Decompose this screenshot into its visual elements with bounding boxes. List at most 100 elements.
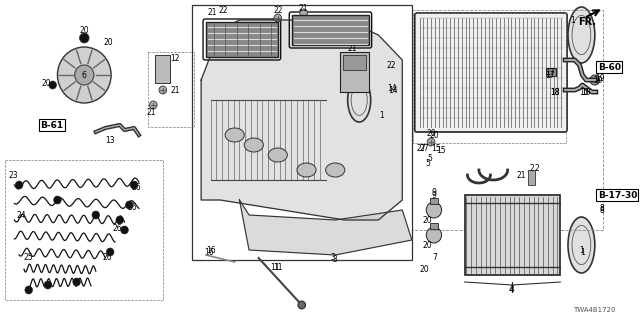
Text: 21: 21 [170, 85, 180, 94]
Text: 26: 26 [112, 223, 122, 233]
Text: 19: 19 [593, 76, 602, 84]
Bar [191, 5, 412, 260]
Bar [343, 55, 366, 70]
Bar [528, 170, 536, 185]
Circle shape [92, 211, 100, 219]
Circle shape [298, 301, 305, 309]
Circle shape [159, 86, 166, 94]
Text: 19: 19 [595, 74, 604, 83]
Bar [413, 13, 566, 143]
Text: 20: 20 [429, 131, 438, 140]
Text: 16: 16 [204, 247, 214, 257]
Text: 2: 2 [535, 164, 540, 172]
Text: 20: 20 [422, 241, 432, 250]
Text: 21: 21 [208, 7, 218, 17]
Text: 8: 8 [599, 204, 604, 212]
Text: 15: 15 [436, 146, 445, 155]
Circle shape [75, 65, 94, 85]
Text: 22: 22 [273, 5, 282, 14]
Text: B-60: B-60 [598, 62, 621, 71]
Text: 20: 20 [79, 26, 89, 35]
Text: 21: 21 [516, 171, 526, 180]
Text: TWA4B1720: TWA4B1720 [573, 307, 615, 313]
Text: 1: 1 [379, 110, 383, 119]
Bar [430, 223, 438, 229]
Text: 5: 5 [428, 154, 433, 163]
Polygon shape [201, 20, 403, 220]
Ellipse shape [225, 128, 244, 142]
Text: 10: 10 [579, 87, 589, 97]
Bar [148, 52, 195, 127]
Ellipse shape [326, 163, 345, 177]
Bar [292, 15, 369, 45]
Text: 21: 21 [299, 4, 308, 12]
Text: 17: 17 [545, 70, 555, 79]
Bar [340, 52, 369, 92]
Ellipse shape [268, 148, 287, 162]
Text: 3: 3 [333, 255, 338, 265]
Text: 26: 26 [102, 252, 112, 261]
Circle shape [590, 75, 600, 85]
Text: 27: 27 [419, 143, 429, 153]
Text: 18: 18 [550, 87, 559, 97]
Circle shape [79, 33, 89, 43]
Text: 26: 26 [127, 203, 137, 212]
Text: 23: 23 [8, 171, 18, 180]
Text: 13: 13 [106, 135, 115, 145]
Ellipse shape [568, 217, 595, 273]
Text: 16: 16 [206, 245, 216, 254]
Text: 25: 25 [24, 253, 33, 262]
Text: 1: 1 [357, 83, 362, 92]
Text: 22: 22 [218, 5, 228, 14]
Text: 20: 20 [104, 37, 113, 46]
Polygon shape [239, 200, 412, 255]
Text: 15: 15 [431, 143, 440, 153]
Circle shape [49, 81, 56, 89]
Circle shape [125, 201, 133, 209]
Circle shape [73, 278, 81, 286]
Text: 6: 6 [82, 70, 87, 79]
Text: 21: 21 [147, 108, 156, 116]
Text: 26: 26 [131, 182, 141, 191]
Text: 11: 11 [273, 263, 282, 273]
Ellipse shape [568, 7, 595, 63]
Text: 20: 20 [426, 129, 436, 138]
Bar [430, 198, 438, 204]
Text: 11: 11 [270, 263, 280, 273]
Circle shape [300, 9, 307, 17]
Text: 7: 7 [433, 252, 437, 261]
Text: 5: 5 [426, 158, 431, 167]
Circle shape [15, 181, 23, 189]
Bar [412, 10, 604, 230]
Text: 9: 9 [431, 190, 436, 199]
Bar [465, 195, 561, 275]
Text: 1: 1 [580, 247, 585, 257]
Ellipse shape [297, 163, 316, 177]
FancyBboxPatch shape [415, 13, 567, 132]
Bar [206, 22, 278, 57]
Text: 20: 20 [422, 215, 432, 225]
Circle shape [426, 202, 442, 218]
Circle shape [106, 248, 114, 256]
Bar [155, 55, 170, 83]
Text: 22: 22 [386, 60, 396, 69]
Circle shape [58, 47, 111, 103]
Text: FR.: FR. [578, 17, 596, 27]
Circle shape [54, 196, 61, 204]
Circle shape [116, 216, 124, 224]
Text: 1: 1 [579, 245, 584, 254]
Text: 24: 24 [16, 211, 26, 220]
Circle shape [274, 14, 282, 22]
Bar [546, 68, 556, 76]
Circle shape [428, 138, 435, 146]
Text: 12: 12 [170, 53, 180, 62]
Text: 20: 20 [419, 266, 429, 275]
Text: B-17-30: B-17-30 [598, 190, 637, 199]
Text: 20: 20 [41, 78, 51, 87]
Ellipse shape [348, 78, 371, 122]
Text: 1: 1 [570, 15, 575, 25]
Text: 27: 27 [417, 143, 426, 153]
Circle shape [149, 101, 157, 109]
Text: 9: 9 [431, 188, 436, 196]
Text: 18: 18 [550, 87, 559, 97]
